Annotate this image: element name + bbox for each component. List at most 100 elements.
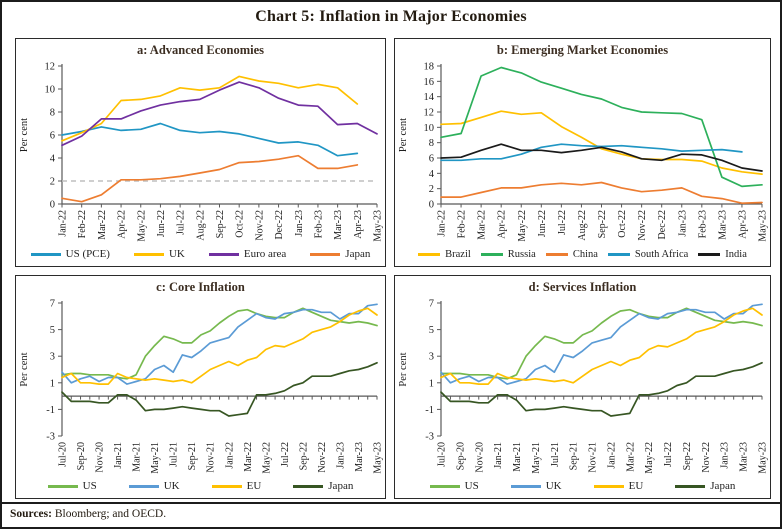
y-tick-label: 5 (50, 325, 55, 336)
legend-item-india: India (698, 249, 747, 260)
x-tick-label: Dec-22 (274, 210, 285, 239)
legend-label: China (572, 248, 598, 260)
panel-emerging-market-economies: b: Emerging Market Economies 0 2 4 6 8 10 12 14… (394, 38, 771, 267)
x-tick-label: Sep-22 (682, 442, 693, 470)
y-tick-label: -3 (425, 432, 434, 443)
legend-item-uk: UK (133, 248, 185, 260)
x-axis: Jul-20 Sep-20 Nov-20 Jan-21 Mar-21 May-21 Jul-… (58, 395, 384, 474)
x-tick-label: Jun-22 (537, 210, 548, 237)
panel-c-chart: -3 -1 1 3 5 7 Per cent Jul-20 Sep-20 Nov-20 Jan-21… (19, 299, 384, 474)
legend-item-us: US (429, 480, 479, 492)
y-axis-title: Per cent (398, 118, 409, 152)
x-tick-label: Jan-22 (606, 442, 617, 469)
y-tick-label: 3 (50, 352, 55, 363)
y-tick-label: 7 (429, 299, 434, 310)
legend-item-uk: UK (128, 480, 180, 492)
x-tick-label: Dec-22 (657, 210, 668, 239)
x-tick-label: Aug-22 (577, 210, 588, 241)
legend-swatch (698, 252, 721, 256)
legend-item-eu: EU (593, 480, 644, 492)
x-tick-label: Sep-22 (597, 210, 608, 238)
sources-label: Sources: (10, 508, 52, 520)
x-tick-label: Nov-22 (637, 210, 648, 241)
legend-swatch (211, 484, 242, 488)
legend-item-japan: Japan (310, 248, 370, 260)
series-line-uk (61, 75, 359, 142)
x-tick-label: Jul-21 (550, 442, 561, 467)
legend-swatch (128, 484, 159, 488)
legend-swatch (310, 252, 341, 256)
x-tick-label: Apr-22 (117, 210, 128, 239)
x-tick-label: May-21 (531, 442, 542, 474)
x-tick-label: Jul-20 (58, 442, 69, 467)
series-line-brazil (440, 110, 763, 175)
series-line-uk (440, 303, 763, 385)
x-tick-label: Sep-20 (76, 442, 87, 470)
legend-item-us: US (47, 480, 97, 492)
panel-c-title: c: Core Inflation (156, 280, 245, 294)
x-tick-label: Mar-21 (512, 442, 523, 472)
x-tick-label: Nov-21 (206, 442, 217, 473)
x-tick-label: Feb-23 (697, 210, 708, 238)
x-tick-label: Apr-23 (353, 210, 364, 239)
legend-label: Russia (507, 248, 536, 260)
x-tick-label: Mar-23 (739, 442, 750, 472)
x-tick-label: Sep-22 (298, 442, 309, 470)
footer-divider (2, 502, 780, 504)
legend-label: EU (628, 480, 644, 492)
x-tick-label: Jan-22 (58, 210, 69, 237)
x-tick-label: Sep-21 (569, 442, 580, 470)
panel-d-chart: -3 -1 1 3 5 7 Per cent Jul-20 Sep-20 Nov-20 Jan-21… (398, 299, 769, 474)
y-tick-label: 1 (429, 378, 434, 389)
x-tick-label: May-21 (150, 442, 161, 474)
panel-b-title: b: Emerging Market Economies (496, 43, 669, 57)
x-tick-label: May-22 (136, 210, 147, 242)
x-tick-label: Jul-22 (663, 442, 674, 467)
x-tick-label: May-22 (644, 442, 655, 474)
x-tick-label: Jan-22 (224, 442, 235, 469)
x-tick-label: Jan-21 (493, 442, 504, 469)
x-tick-label: May-23 (758, 210, 769, 242)
legend-label: US (82, 480, 97, 492)
legend-label: Japan (328, 480, 354, 492)
legend-swatch (133, 252, 164, 256)
legend-label: Japan (710, 480, 736, 492)
y-axis: 0 2 4 6 8 10 12 14 16 18 Per cent (398, 62, 442, 211)
legend-item-russia: Russia (480, 248, 536, 260)
series-line-eu (440, 307, 763, 385)
y-tick-label: 6 (429, 154, 434, 165)
panel-b-legend: Brazil Russia China South Africa India (395, 242, 770, 266)
x-tick-label: Jan-23 (294, 210, 305, 237)
x-tick-label: Mar-22 (243, 442, 254, 472)
legend-label: Japan (345, 248, 371, 260)
x-tick-label: Jun-22 (156, 210, 167, 237)
legend-item-japan: Japan (293, 480, 353, 492)
legend-item-uk: UK (510, 480, 562, 492)
y-tick-label: -1 (425, 405, 434, 416)
x-tick-label: Feb-22 (77, 210, 88, 238)
legend-item-brazil: Brazil (418, 249, 471, 260)
legend-swatch (429, 484, 460, 488)
x-tick-label: Jan-22 (437, 210, 448, 237)
legend-label: US (PCE) (65, 248, 110, 260)
x-tick-label: Jul-22 (176, 210, 187, 235)
series-line-japan (61, 154, 359, 203)
y-axis-title: Per cent (398, 352, 409, 386)
legend-swatch (675, 484, 706, 488)
series-line-us-pce (61, 122, 359, 157)
y-tick-label: 0 (50, 200, 55, 211)
y-tick-label: 10 (45, 85, 56, 96)
x-tick-label: Jul-22 (280, 442, 291, 467)
series-line-india (440, 143, 763, 172)
x-tick-label: May-22 (261, 442, 272, 474)
y-tick-label: 1 (50, 378, 55, 389)
panel-core-inflation: c: Core Inflation -3 -1 1 3 5 7 Per cent Jul-20… (15, 275, 386, 499)
x-tick-label: Mar-21 (132, 442, 143, 472)
y-axis: 0 2 4 6 8 10 12 Per cent (19, 62, 63, 211)
legend-item-china: China (545, 248, 598, 260)
y-tick-label: 10 (424, 123, 435, 134)
series-line-us (440, 307, 763, 380)
y-tick-label: -3 (46, 432, 55, 443)
legend-swatch (545, 252, 568, 256)
